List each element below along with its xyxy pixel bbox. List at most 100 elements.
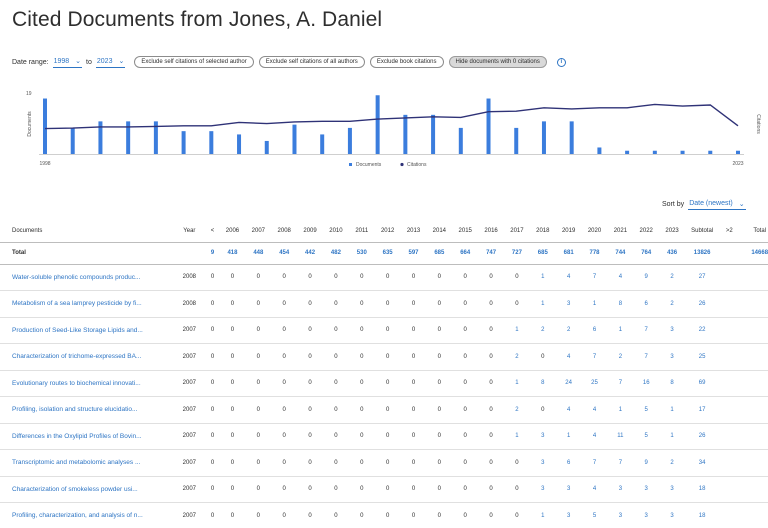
document-title-link[interactable]: Water-soluble phenolic compounds produc.… <box>12 273 141 281</box>
citation-count-cell[interactable]: 4 <box>566 406 571 413</box>
document-title-link[interactable]: Profiling, characterization, and analysi… <box>12 512 143 520</box>
document-title-link[interactable]: Transcriptomic and metabolomic analyses … <box>12 459 141 467</box>
citation-count-cell[interactable]: 1 <box>541 274 545 281</box>
citation-count-cell[interactable]: 17 <box>698 406 706 413</box>
total-cell: 685 <box>434 250 445 256</box>
citation-count-cell[interactable]: 2 <box>515 353 519 360</box>
citation-count-cell[interactable]: 1 <box>515 433 519 440</box>
citation-count-cell[interactable]: 9 <box>644 274 648 281</box>
info-icon[interactable]: i <box>556 57 566 67</box>
citation-count-cell[interactable]: 3 <box>566 300 571 307</box>
citation-count-cell[interactable]: 4 <box>566 274 571 281</box>
citation-count-cell[interactable]: 3 <box>670 486 674 493</box>
citation-count-cell[interactable]: 1 <box>541 300 545 307</box>
citation-count-cell[interactable]: 7 <box>644 327 648 334</box>
citation-count-cell: 0 <box>308 300 312 307</box>
citation-count-cell[interactable]: 9 <box>644 459 648 466</box>
citation-count-cell[interactable]: 25 <box>591 380 598 387</box>
citation-count-cell[interactable]: 3 <box>644 486 648 493</box>
citation-count-cell: 0 <box>308 486 312 493</box>
citation-count-cell[interactable]: 7 <box>592 274 597 281</box>
document-title-link[interactable]: Differences in the Oxylipid Profiles of … <box>12 432 142 440</box>
document-title-link[interactable]: Characterization of trichome-expressed B… <box>12 353 142 361</box>
citation-count-cell[interactable]: 7 <box>618 459 623 466</box>
citation-count-cell[interactable]: 1 <box>618 327 623 334</box>
date-to-select[interactable]: 2023 ⌄ <box>95 57 126 68</box>
citation-count-cell[interactable]: 4 <box>592 406 597 413</box>
citation-count-cell[interactable]: 3 <box>670 327 674 334</box>
citation-count-cell[interactable]: 4 <box>618 274 623 281</box>
citation-count-cell[interactable]: 26 <box>698 300 706 307</box>
citation-count-cell[interactable]: 2 <box>670 300 674 307</box>
citation-count-cell[interactable]: 11 <box>617 433 624 440</box>
citation-count-cell[interactable]: 1 <box>618 406 623 413</box>
citation-count-cell: 0 <box>411 274 416 281</box>
document-title-link[interactable]: Characterization of smokeless powder usi… <box>12 485 138 493</box>
exclude-book-citations-button[interactable]: Exclude book citations <box>369 56 444 68</box>
citation-count-cell[interactable]: 16 <box>642 380 650 387</box>
citation-count-cell[interactable]: 7 <box>592 353 597 360</box>
document-title-link[interactable]: Metabolism of a sea lamprey pesticide by… <box>12 300 142 308</box>
document-title-link[interactable]: Profiling, isolation and structure eluci… <box>12 406 138 414</box>
citation-count-cell[interactable]: 24 <box>565 380 572 387</box>
citation-count-cell[interactable]: 1 <box>566 433 571 440</box>
citation-count-cell[interactable]: 2 <box>670 459 674 466</box>
document-title-link[interactable]: Production of Seed-Like Storage Lipids a… <box>12 326 143 334</box>
citation-count-cell[interactable]: 3 <box>670 512 674 519</box>
citation-count-cell[interactable]: 2 <box>566 327 571 334</box>
citation-count-cell[interactable]: 2 <box>670 274 674 281</box>
citation-count-cell[interactable]: 8 <box>541 380 545 387</box>
citation-count-cell[interactable]: 18 <box>698 486 706 493</box>
citation-count-cell[interactable]: 4 <box>592 486 597 493</box>
citation-count-cell[interactable]: 25 <box>698 353 706 360</box>
citation-count-cell[interactable]: 3 <box>644 512 648 519</box>
citation-count-cell[interactable]: 1 <box>541 512 545 519</box>
citation-count-cell[interactable]: 1 <box>592 300 597 307</box>
citation-count-cell[interactable]: 7 <box>618 380 623 387</box>
citation-count-cell[interactable]: 34 <box>698 459 706 466</box>
hide-zero-citations-button[interactable]: Hide documents with 0 citations <box>448 56 547 68</box>
citation-count-cell[interactable]: 3 <box>670 353 674 360</box>
citation-count-cell: 0 <box>437 300 442 307</box>
citation-count-cell[interactable]: 3 <box>566 486 571 493</box>
column-header: 2020 <box>587 227 602 234</box>
citation-count-cell[interactable]: 4 <box>566 353 571 360</box>
citation-count-cell[interactable]: 6 <box>644 300 648 307</box>
citation-count-cell[interactable]: 27 <box>698 274 706 281</box>
citation-count-cell[interactable]: 22 <box>698 327 706 334</box>
citation-count-cell: 0 <box>515 486 519 493</box>
citation-count-cell[interactable]: 3 <box>618 486 623 493</box>
citation-count-cell[interactable]: 5 <box>644 433 648 440</box>
citation-count-cell[interactable]: 3 <box>566 512 571 519</box>
exclude-self-citations-all-button[interactable]: Exclude self citations of all authors <box>258 56 365 68</box>
citation-count-cell[interactable]: 1 <box>670 433 674 440</box>
citation-count-cell[interactable]: 7 <box>592 459 597 466</box>
citation-count-cell[interactable]: 5 <box>592 512 597 519</box>
citation-count-cell[interactable]: 69 <box>698 380 706 387</box>
citation-count-cell[interactable]: 6 <box>592 327 597 334</box>
citation-count-cell: 0 <box>256 512 260 519</box>
document-title-link[interactable]: Evolutionary routes to biochemical innov… <box>12 379 141 387</box>
exclude-self-citations-selected-button[interactable]: Exclude self citations of selected autho… <box>134 56 254 68</box>
citation-count-cell[interactable]: 7 <box>644 353 648 360</box>
citation-count-cell[interactable]: 8 <box>618 300 623 307</box>
citation-count-cell[interactable]: 26 <box>698 433 706 440</box>
sort-select[interactable]: Date (newest) ⌄ <box>688 199 746 210</box>
citation-count-cell[interactable]: 8 <box>670 380 674 387</box>
citation-count-cell[interactable]: 1 <box>515 327 519 334</box>
citation-count-cell[interactable]: 3 <box>541 459 545 466</box>
citation-count-cell[interactable]: 3 <box>618 512 623 519</box>
citation-count-cell[interactable]: 18 <box>698 512 706 519</box>
citation-count-cell[interactable]: 2 <box>541 327 545 334</box>
citation-count-cell[interactable]: 2 <box>618 353 623 360</box>
citation-count-cell[interactable]: 1 <box>670 406 674 413</box>
citation-count-cell[interactable]: 1 <box>515 380 519 387</box>
citation-count-cell[interactable]: 2 <box>515 406 519 413</box>
citation-count-cell[interactable]: 4 <box>592 433 597 440</box>
column-header: 2023 <box>665 227 679 234</box>
date-from-select[interactable]: 1998 ⌄ <box>52 57 83 68</box>
citation-count-cell[interactable]: 3 <box>541 433 545 440</box>
citation-count-cell[interactable]: 6 <box>566 459 571 466</box>
citation-count-cell[interactable]: 5 <box>644 406 648 413</box>
citation-count-cell[interactable]: 3 <box>541 486 545 493</box>
